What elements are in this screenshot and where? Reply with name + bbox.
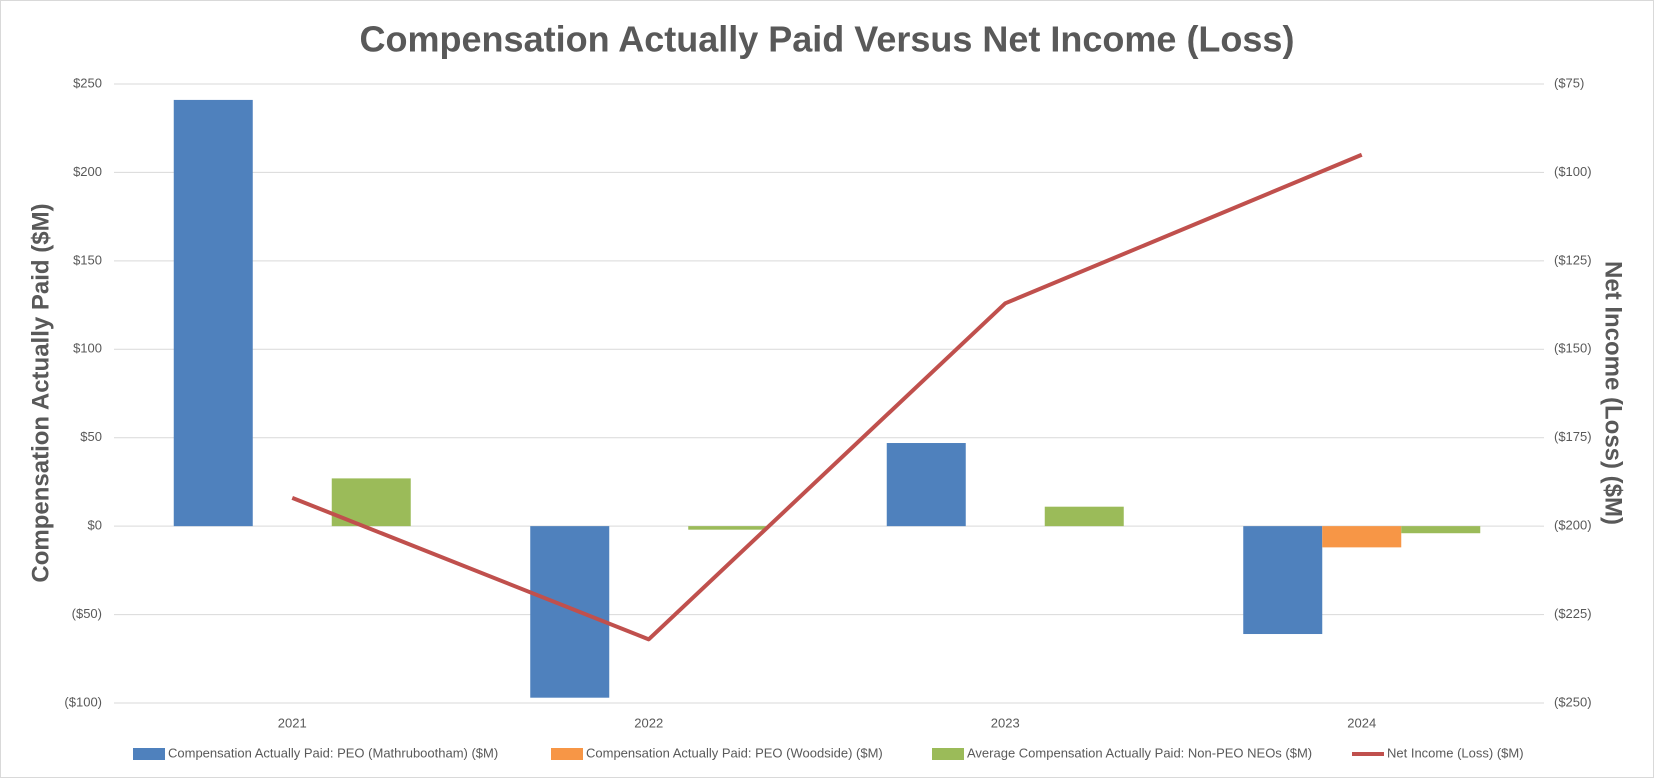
bar <box>1322 526 1402 548</box>
y-tick-label: $200 <box>73 164 102 179</box>
bar <box>530 526 610 698</box>
bar <box>173 99 253 527</box>
y2-tick-label: ($200) <box>1554 518 1592 533</box>
x-tick-label: 2022 <box>634 715 663 730</box>
y2-tick-label: ($125) <box>1554 252 1592 267</box>
y-tick-label: $50 <box>80 429 102 444</box>
y-tick-label: $150 <box>73 252 102 267</box>
legend-label: Net Income (Loss) ($M) <box>1387 745 1524 760</box>
bar <box>1044 506 1124 527</box>
y-tick-label: $0 <box>88 518 102 533</box>
line <box>291 152 1363 642</box>
y2-tick-label: ($225) <box>1554 606 1592 621</box>
bar <box>1401 526 1481 534</box>
legend-label: Compensation Actually Paid: PEO (Mathrub… <box>168 745 498 760</box>
y2-tick-label: ($150) <box>1554 341 1592 356</box>
y2-tick-label: ($75) <box>1554 75 1584 90</box>
x-tick-label: 2021 <box>278 715 307 730</box>
y2-tick-label: ($100) <box>1554 164 1592 179</box>
y2-axis-title: Net Income (Loss) ($M) <box>1600 261 1627 525</box>
y-tick-label: $100 <box>73 341 102 356</box>
x-tick-label: 2023 <box>991 715 1020 730</box>
legend-label: Average Compensation Actually Paid: Non-… <box>967 745 1312 760</box>
bar <box>688 526 768 530</box>
y-tick-label: ($50) <box>72 606 102 621</box>
legend-swatch <box>932 748 964 760</box>
y2-tick-label: ($250) <box>1554 694 1592 709</box>
bar <box>1243 526 1323 635</box>
y2-tick-label: ($175) <box>1554 429 1592 444</box>
bar <box>886 443 966 527</box>
y-axis-title: Compensation Actually Paid ($M) <box>27 203 54 582</box>
y-tick-label: ($100) <box>64 694 102 709</box>
legend-swatch <box>133 748 165 760</box>
legend-label: Compensation Actually Paid: PEO (Woodsid… <box>586 745 883 760</box>
x-tick-label: 2024 <box>1347 715 1376 730</box>
y-tick-label: $250 <box>73 75 102 90</box>
legend-swatch <box>551 748 583 760</box>
chart-title: Compensation Actually Paid Versus Net In… <box>360 19 1295 60</box>
